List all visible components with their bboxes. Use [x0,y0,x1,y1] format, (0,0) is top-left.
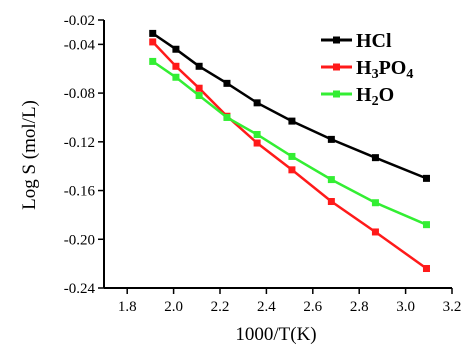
x-tick-label: 2.8 [350,299,369,315]
data-point [327,135,335,143]
series-HCl [149,29,430,182]
x-tick-label: 3.2 [443,299,462,315]
data-point [149,57,157,65]
x-tick-label: 2.0 [164,299,183,315]
y-axis-label: Log S (mol/L) [19,100,40,210]
axes: 1.8 2.0 2.2 2.4 2.6 2.8 3.0 3.2 -0.02 -0.04 -0.08 -… [64,13,462,315]
data-point [288,117,296,125]
data-point [195,62,203,70]
legend-label: H3PO4 [356,57,413,82]
data-point [172,62,180,70]
y-tick-label: -0.04 [64,37,96,53]
data-point [371,154,379,162]
y-tick-label: -0.20 [64,232,95,248]
legend-item: H2O [321,84,394,109]
data-point [371,228,379,236]
data-point [327,176,335,184]
x-tick-label: 2.6 [303,299,322,315]
data-point [172,45,180,53]
data-point [422,174,430,182]
data-point [149,38,157,46]
legend-item: H3PO4 [321,57,413,82]
data-point [422,221,430,229]
series-H2O [149,57,430,229]
legend-label: H2O [356,84,394,109]
y-tick-label: -0.08 [64,86,95,102]
data-point [288,152,296,160]
data-point [149,29,157,37]
x-tick-label: 2.2 [211,299,230,315]
data-point [195,92,203,100]
data-point [253,139,261,147]
x-tick-label: 3.0 [396,299,415,315]
data-point [371,199,379,207]
data-point [172,73,180,81]
y-tick-label: -0.24 [64,281,96,297]
y-tick-label: -0.12 [64,135,95,151]
data-point [195,84,203,92]
y-tick-label: -0.16 [64,184,96,200]
legend-swatch-marker [333,63,340,71]
legend-swatch-marker [333,36,340,44]
x-tick-label: 1.8 [118,299,137,315]
legend-label: HCl [356,30,392,52]
series-layer [149,29,430,273]
legend-item: HCl [321,30,392,52]
data-point [422,265,430,273]
y-tick-label: -0.02 [64,13,95,29]
data-point [327,198,335,206]
data-point [223,113,231,121]
legend-swatch-marker [333,90,340,98]
data-point [223,79,231,87]
data-point [288,166,296,174]
data-point [253,99,261,107]
x-axis-label: 1000/T(K) [235,324,316,345]
x-tick-label: 2.4 [257,299,276,315]
data-point [253,131,261,139]
